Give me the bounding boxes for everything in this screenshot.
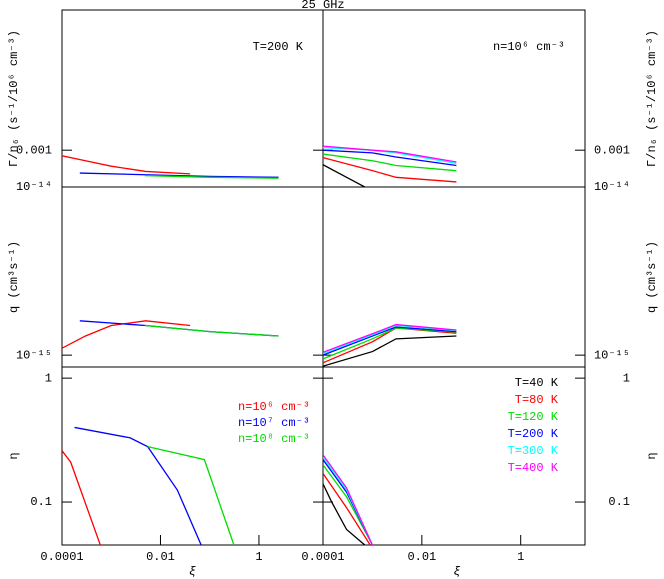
y-tick-label: 1 bbox=[623, 371, 630, 385]
x-tick-label: 1 bbox=[255, 550, 262, 564]
y-tick-label: 1 bbox=[45, 371, 52, 385]
data-line bbox=[323, 323, 457, 353]
legend-entry: T=300 K bbox=[508, 444, 559, 458]
y-tick-label: 10⁻¹⁵ bbox=[594, 348, 630, 362]
y-axis-label: η bbox=[645, 452, 659, 459]
data-line bbox=[79, 172, 279, 178]
data-line bbox=[323, 324, 457, 355]
y-tick-label: 0.1 bbox=[30, 495, 52, 509]
x-tick-label: 0.0001 bbox=[301, 550, 344, 564]
legend-entry: T=40 K bbox=[515, 376, 559, 390]
plot-area bbox=[323, 323, 457, 367]
data-line bbox=[323, 164, 366, 187]
legend-entry: n=10⁷ cm⁻³ bbox=[238, 416, 310, 430]
plot-area bbox=[323, 145, 457, 187]
y-tick-label: 10⁻¹⁴ bbox=[594, 180, 630, 194]
figure-title: 25 GHz bbox=[301, 0, 344, 12]
legend-entry: T=200 K bbox=[508, 427, 559, 441]
legend-entry: T=120 K bbox=[508, 410, 559, 424]
data-line bbox=[323, 153, 457, 172]
data-line bbox=[323, 454, 374, 545]
x-tick-label: 1 bbox=[517, 550, 524, 564]
data-line bbox=[62, 320, 191, 349]
data-line bbox=[323, 326, 457, 356]
y-tick-label: 0.1 bbox=[608, 495, 630, 509]
y-axis-label: Γ/n₆ (s⁻¹/10⁶ cm⁻³) bbox=[7, 30, 21, 167]
plot-area bbox=[62, 426, 235, 545]
y-tick-label: 0.001 bbox=[16, 143, 52, 157]
data-line bbox=[62, 450, 101, 545]
x-tick-label: 0.01 bbox=[407, 550, 436, 564]
data-line bbox=[323, 327, 457, 360]
data-line bbox=[323, 149, 457, 167]
panel-frame bbox=[322, 9, 586, 188]
data-line bbox=[323, 483, 366, 545]
data-line bbox=[144, 324, 279, 337]
data-line bbox=[323, 156, 457, 183]
data-line bbox=[323, 473, 371, 545]
y-axis-label: q (cm³s⁻¹) bbox=[645, 241, 659, 313]
data-line bbox=[62, 155, 191, 175]
y-axis-label: q (cm³s⁻¹) bbox=[7, 241, 21, 313]
annotation: T=200 K bbox=[253, 40, 304, 54]
x-tick-label: 0.0001 bbox=[40, 550, 83, 564]
plot-area bbox=[62, 320, 279, 349]
legend-entry: T=400 K bbox=[508, 461, 559, 475]
y-tick-label: 0.001 bbox=[594, 143, 630, 157]
legend-entry: n=10⁸ cm⁻³ bbox=[238, 432, 310, 446]
x-axis-label: ξ bbox=[453, 565, 460, 579]
legend-entry: T=80 K bbox=[515, 393, 559, 407]
x-axis-label: ξ bbox=[189, 565, 196, 579]
panel-frame bbox=[61, 366, 324, 546]
y-tick-label: 10⁻¹⁴ bbox=[16, 180, 52, 194]
data-line bbox=[323, 335, 457, 367]
legend-entry: n=10⁶ cm⁻³ bbox=[238, 400, 310, 414]
x-tick-label: 0.01 bbox=[146, 550, 175, 564]
y-axis-label: η bbox=[7, 452, 21, 459]
y-axis-label: Γ/n₆ (s⁻¹/10⁶ cm⁻³) bbox=[645, 30, 659, 167]
data-line bbox=[144, 174, 279, 179]
panel-frame bbox=[61, 186, 324, 368]
plot-area bbox=[62, 155, 279, 179]
plot-area bbox=[323, 454, 374, 545]
y-tick-label: 10⁻¹⁵ bbox=[16, 348, 52, 362]
annotation: n=10⁶ cm⁻³ bbox=[493, 40, 565, 54]
data-line bbox=[323, 145, 457, 163]
panel-frame bbox=[61, 9, 324, 188]
data-line bbox=[147, 445, 235, 545]
data-line bbox=[323, 464, 373, 545]
